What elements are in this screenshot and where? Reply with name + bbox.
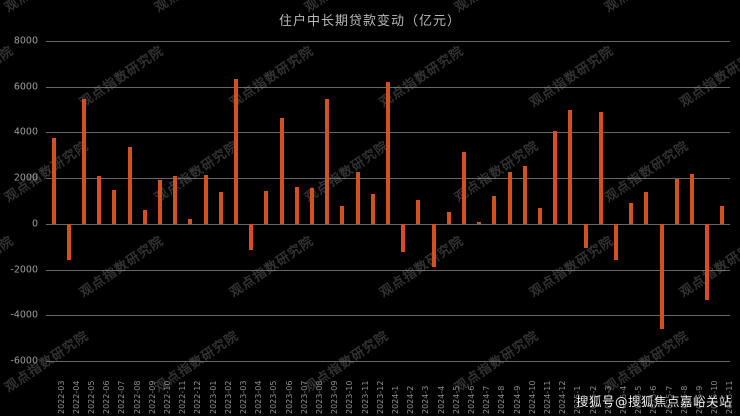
bar [97,175,102,224]
y-axis-tick-label: -6000 [10,355,38,367]
bar [386,82,390,224]
bar [644,191,649,224]
bar [416,199,421,224]
y-axis-tick-label: 0 [31,218,38,230]
gridline [46,41,730,42]
bar [249,223,254,251]
y-axis-tick-label: -2000 [10,264,38,276]
x-axis-tick-label: 2022-06 [102,380,112,414]
gridline [46,223,730,225]
x-axis-tick-label: 2023-09 [330,380,340,414]
bar [370,194,375,224]
x-axis-tick-label: 2023-11 [360,380,370,414]
x-axis-tick-label: 2024-6 [467,385,476,414]
x-axis-tick-label: 2024-3 [421,385,431,414]
bar [553,131,558,224]
bar [51,138,56,224]
x-axis-tick-label: 2023-05 [269,380,279,414]
bar [583,223,588,248]
bar [492,196,497,224]
x-axis-tick-label: 2024-11 [543,380,552,414]
y-axis-tick-label: -4000 [10,309,38,321]
x-axis-tick-label: 2024-10 [527,380,537,414]
x-axis-tick-label: 2023-02 [223,380,233,414]
bar [173,175,178,224]
x-axis-tick-label: 2023-01 [208,380,218,414]
bar [294,187,299,224]
bar [203,174,208,224]
y-axis-tick-label: 6000 [13,81,38,93]
chart-title: 住户中长期贷款变动（亿元） [278,14,461,29]
bar [690,173,694,224]
bar [507,172,512,224]
x-axis-tick-label: 2024-4 [436,385,446,414]
bar [720,205,725,224]
bar [340,205,345,224]
x-axis-tick-label: 2023-12 [375,380,385,414]
bar [462,151,466,224]
bar [355,172,360,224]
plot-area: 8000 6000 4000 2000 0 -2000 -4000 -6000 [10,36,730,367]
y-axis-tick-label: 8000 [13,35,38,47]
bar [538,207,542,224]
x-axis-tick-label: 2022-05 [87,380,96,414]
x-axis-tick-label: 2022-12 [193,380,203,414]
x-axis-tick-label: 2022-04 [71,380,81,414]
x-axis-tick-label: 2022-03 [56,380,66,414]
x-axis-tick-label: 2023-10 [345,380,355,414]
x-axis-tick-label: 2024-2 [406,385,416,414]
bar [629,203,634,224]
bar [279,117,284,224]
bar [310,188,314,224]
bar [127,147,132,224]
x-axis-tick-label: 2024-12 [558,380,568,414]
gridline [46,269,730,271]
x-axis-tick-label: 2023-07 [299,380,309,414]
bar [188,219,193,224]
bar [674,179,679,224]
bar [234,78,238,224]
x-axis-tick-label: 2024-9 [512,385,522,414]
bar [659,223,664,329]
bar [598,111,603,224]
bar [401,223,406,253]
bar [477,221,482,224]
bar [568,109,573,224]
x-axis-tick-label: 2022-10 [163,380,172,414]
x-axis-tick-label: 2022-07 [117,380,127,414]
x-axis-tick-label: 2022-09 [147,380,157,414]
x-axis-tick-label: 2024-1 [391,385,400,414]
x-axis-tick-label: 2023-03 [239,380,248,414]
diagonal-watermark: 观点指数研究院 [0,43,17,111]
bar-series [46,41,730,361]
x-axis-tick-label: 2023-04 [254,380,264,414]
bar [158,180,162,224]
bar [446,212,451,224]
x-axis-tick-label: 2023-06 [284,380,294,414]
x-axis-tick-label: 2024-8 [497,385,507,414]
bar [522,165,527,224]
bar [82,99,86,224]
gridline [46,361,730,362]
bar [112,189,117,224]
x-axis-tick-label: 2022-11 [178,380,188,414]
y-axis-tick-label: 2000 [13,172,38,184]
bar [264,190,269,224]
bar [614,223,618,261]
y-axis-tick-label: 4000 [13,126,38,138]
x-axis-tick-label: 2023-08 [315,380,324,414]
bar [325,99,330,224]
source-watermark: 搜狐号@搜狐焦点嘉峪关站 [575,394,732,409]
x-axis-tick-label: 2024-7 [482,385,492,414]
x-axis-tick-label: 2022-08 [132,380,142,414]
bar [705,223,710,301]
bar [66,223,71,261]
bar [431,223,436,268]
x-axis-tick-label: 2024-5 [451,385,461,414]
bar [142,210,147,224]
gridline [46,315,730,317]
bar [218,191,223,224]
